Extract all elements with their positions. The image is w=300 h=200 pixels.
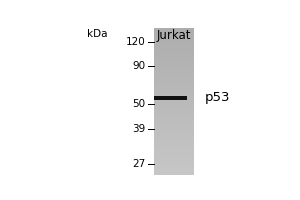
Bar <box>154 96 188 100</box>
Text: p53: p53 <box>205 91 230 104</box>
Text: 120: 120 <box>126 37 146 47</box>
Text: kDa: kDa <box>87 29 107 39</box>
Text: 90: 90 <box>133 61 146 71</box>
Text: Jurkat: Jurkat <box>156 29 191 42</box>
Text: 39: 39 <box>132 124 146 134</box>
Text: 50: 50 <box>133 99 146 109</box>
Text: 27: 27 <box>132 159 146 169</box>
